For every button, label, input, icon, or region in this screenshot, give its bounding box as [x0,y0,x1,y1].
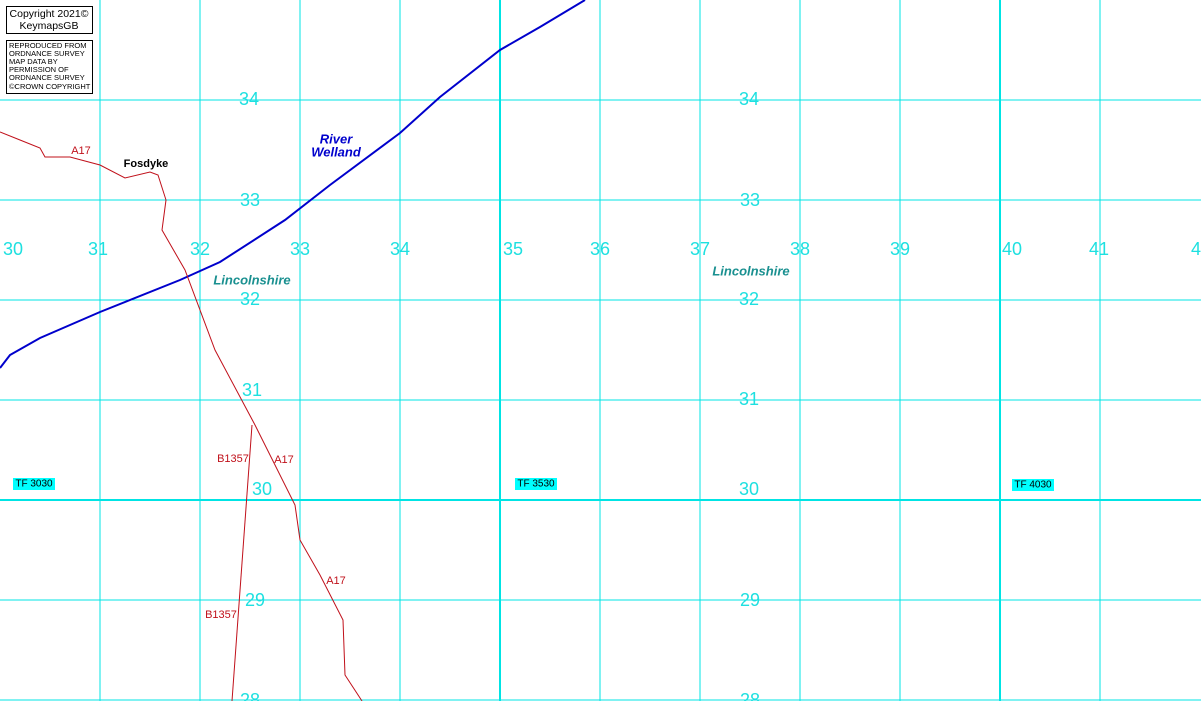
grid-label: 30 [3,239,23,259]
river-label: River [320,131,353,146]
grid-label: 41 [1089,239,1109,259]
grid-label: 32 [739,289,759,309]
grid-label: 28 [240,690,260,701]
license-text: MAP DATA BY [9,57,58,66]
license-text: ORDNANCE SURVEY [9,49,85,58]
grid-label: 34 [739,89,759,109]
grid-label: 33 [290,239,310,259]
county-label: Lincolnshire [213,272,290,287]
grid-label: 30 [252,479,272,499]
grid-label: 32 [190,239,210,259]
grid-label: 28 [740,690,760,701]
northings: 34 33 32 31 30 29 28 34 33 32 31 30 29 2… [239,89,760,701]
license-box: REPRODUCED FROM ORDNANCE SURVEY MAP DATA… [6,40,93,94]
grid-label: 38 [790,239,810,259]
grid-label: 33 [740,190,760,210]
road-a17 [0,131,363,701]
tile-label: TF 3030 [15,479,53,490]
grid-label: 34 [390,239,410,259]
road-label: B1357 [217,453,249,465]
river [0,0,586,369]
tile-labels: TF 3030 TF 3530 TF 4030 [13,478,1054,491]
license-text: REPRODUCED FROM [9,41,87,50]
grid-label: 33 [240,190,260,210]
road-label: B1357 [205,609,237,621]
copyright-box: Copyright 2021© KeymapsGB [6,6,93,34]
grid-label: 35 [503,239,523,259]
copyright-text: KeymapsGB [20,20,79,32]
grid-label: 31 [242,380,262,400]
county-label: Lincolnshire [712,263,789,278]
tile-label: TF 4030 [1014,480,1052,491]
river-label: Welland [311,144,362,159]
license-text: ©CROWN COPYRIGHT [9,82,91,91]
grid-label: 31 [88,239,108,259]
grid-label: 30 [739,479,759,499]
road-label: A17 [274,454,294,466]
grid-label: 32 [240,289,260,309]
grid-label: 34 [239,89,259,109]
road-label: A17 [326,575,346,587]
grid-label: 31 [739,389,759,409]
license-text: PERMISSION OF [9,65,69,74]
grid-label: 37 [690,239,710,259]
grid-label: 36 [590,239,610,259]
grid-label: 39 [890,239,910,259]
license-text: ORDNANCE SURVEY [9,73,85,82]
grid-label: 29 [740,590,760,610]
road-b1357 [231,424,253,701]
grid-label: 4 [1191,239,1201,259]
eastings: 30 31 32 33 34 35 36 37 38 39 40 41 4 [3,239,1201,259]
copyright-text: Copyright 2021© [10,8,89,20]
place-label: Fosdyke [124,158,169,170]
grid-label: 40 [1002,239,1022,259]
grid-label: 29 [245,590,265,610]
road-label: A17 [71,145,91,157]
tile-label: TF 3530 [517,479,555,490]
